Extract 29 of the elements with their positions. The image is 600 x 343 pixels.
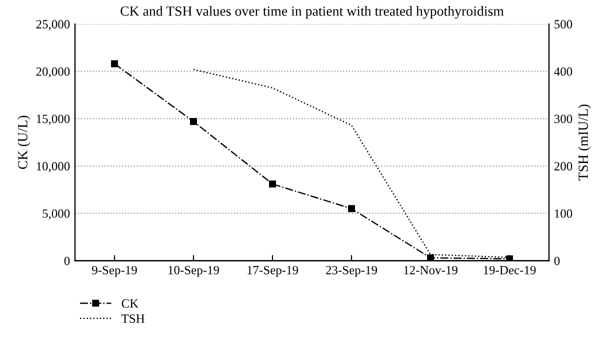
y2-tick-label: 200 <box>554 162 572 170</box>
point <box>269 180 276 188</box>
y-tick-label: 10,000 <box>36 162 70 172</box>
y-tick-label: 5,000 <box>42 209 70 220</box>
x-tick-label: 19-Dec-19 <box>484 266 536 274</box>
y2-tick-label: 100 <box>554 209 572 218</box>
y2-tick-label: 500 <box>554 20 572 28</box>
point <box>348 205 355 212</box>
y2-axis-title: TSH (mIU/L) <box>578 104 591 180</box>
legend-label: CK <box>122 299 138 308</box>
y2-tick-label: 0 <box>554 256 560 266</box>
x-tick-label: 23-Sep-19 <box>326 266 378 277</box>
y2-tick-label: 400 <box>554 67 572 76</box>
y-tick-label: 25,000 <box>36 20 70 30</box>
x-tick-label: 9-Sep-19 <box>92 266 137 277</box>
x-tick-label: 12-Nov-19 <box>404 266 458 274</box>
point <box>190 118 197 125</box>
legend-label: TSH <box>121 314 144 323</box>
y2-tick-label: 300 <box>554 114 572 124</box>
x-tick-label: 17-Sep-19 <box>248 266 298 277</box>
y-tick-label: 20,000 <box>36 67 70 78</box>
point <box>427 254 434 261</box>
y-axis-title: CK (U/L) <box>18 116 30 169</box>
y-tick-label: 15,000 <box>36 114 70 125</box>
chart-title: CK and TSH values over time in patient with treated hypothyroidism <box>120 6 504 19</box>
x-tick-label: 10-Sep-19 <box>168 266 220 277</box>
point <box>111 60 118 68</box>
point <box>506 255 513 261</box>
y-tick-label: 0 <box>64 256 70 266</box>
